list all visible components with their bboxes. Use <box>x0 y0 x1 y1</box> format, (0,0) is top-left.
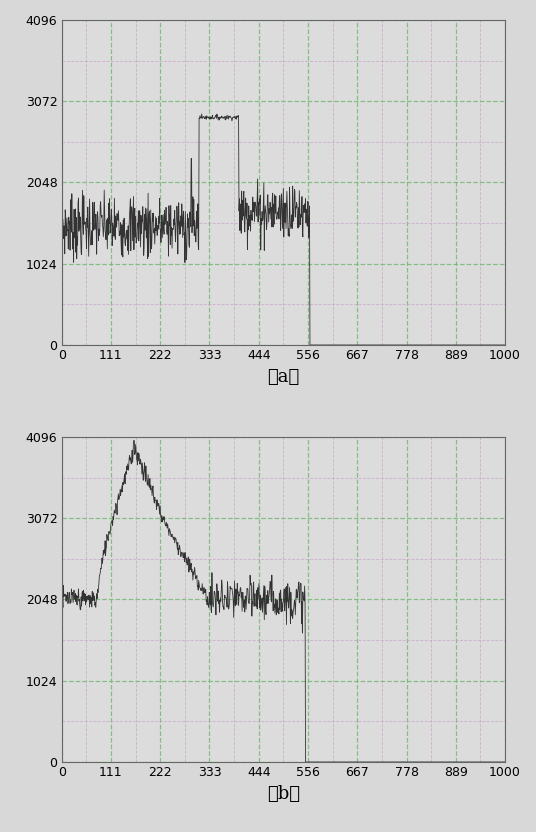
Text: （a）: （a） <box>267 368 300 386</box>
Text: （b）: （b） <box>267 785 300 803</box>
